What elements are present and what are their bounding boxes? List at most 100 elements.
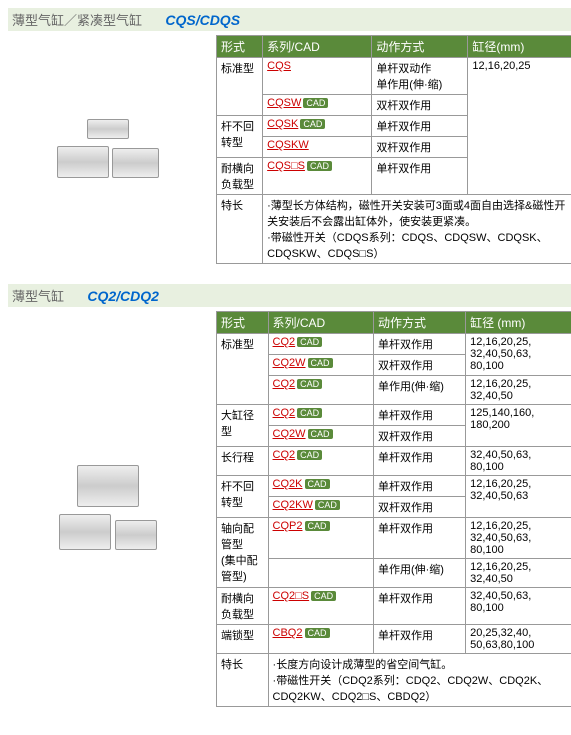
col-type: 形式: [217, 36, 263, 58]
cell-type: 标准型: [217, 58, 263, 116]
cell-series: CQS: [263, 58, 372, 95]
product-image: [8, 35, 208, 264]
cell-action: 单杆双作用: [372, 158, 468, 195]
cell-action: 双杆双作用: [372, 95, 468, 116]
cell-series: CQSKW: [263, 137, 372, 158]
section-model: CQS/CDQS: [165, 12, 240, 28]
cell-series: CQSKCAD: [263, 116, 372, 137]
cell-type: 轴向配管型 (集中配管型): [217, 518, 269, 588]
cell-action: 单杆双作用: [373, 405, 465, 426]
cell-series: CQ2CAD: [268, 447, 373, 476]
cad-badge[interactable]: CAD: [307, 161, 332, 171]
feat-text: ·薄型长方体结构，磁性开关安装可3面或4面自由选择&磁性开关安装后不会露出缸体外…: [263, 195, 571, 264]
cad-badge[interactable]: CAD: [300, 119, 325, 129]
spec-table-1: 形式 系列/CAD 动作方式 缸径(mm) 标准型 CQS 单杆双动作 单作用(…: [216, 35, 571, 264]
cell-series: CQP2CAD: [268, 518, 373, 559]
cell-series: CQ2□SCAD: [268, 588, 373, 625]
cell-action: 单杆双作用: [373, 334, 465, 355]
section-cqs: 薄型气缸／紧凑型气缸 CQS/CDQS 形式 系列/CAD 动作方式 缸径(mm…: [8, 8, 571, 264]
cad-badge[interactable]: CAD: [297, 450, 322, 460]
cad-badge[interactable]: CAD: [308, 358, 333, 368]
cad-badge[interactable]: CAD: [305, 479, 330, 489]
cell-type: 长行程: [217, 447, 269, 476]
series-link[interactable]: CQ2: [273, 449, 296, 461]
cell-action: 单杆双作用: [373, 518, 465, 559]
cad-badge[interactable]: CAD: [311, 591, 336, 601]
product-image: [8, 311, 208, 707]
series-link[interactable]: CQ2K: [273, 478, 303, 490]
cell-series: CQ2WCAD: [268, 355, 373, 376]
section-title: 薄型气缸: [12, 289, 64, 304]
cell-type: 大缸径型: [217, 405, 269, 447]
cell-action: 双杆双作用: [372, 137, 468, 158]
cell-series: CQ2CAD: [268, 405, 373, 426]
cell-bore: 12,16,20,25, 32,40,50: [466, 376, 571, 405]
cell-bore: 12,16,20,25, 32,40,50,63, 80,100: [466, 518, 571, 559]
cell-bore: 20,25,32,40, 50,63,80,100: [466, 625, 571, 654]
section-model: CQ2/CDQ2: [87, 288, 159, 304]
series-link[interactable]: CQ2□S: [273, 590, 310, 602]
cell-series: CBQ2CAD: [268, 625, 373, 654]
cell-series: CQS□SCAD: [263, 158, 372, 195]
cad-badge[interactable]: CAD: [303, 98, 328, 108]
cell-series: [268, 559, 373, 588]
spec-table-2: 形式 系列/CAD 动作方式 缸径 (mm) 标准型CQ2CAD单杆双作用12,…: [216, 311, 571, 707]
cad-badge[interactable]: CAD: [305, 521, 330, 531]
cell-series: CQSWCAD: [263, 95, 372, 116]
cell-series: CQ2KWCAD: [268, 497, 373, 518]
series-link[interactable]: CQSK: [267, 118, 298, 130]
col-action: 动作方式: [373, 312, 465, 334]
cad-badge[interactable]: CAD: [308, 429, 333, 439]
series-link[interactable]: CQ2: [273, 407, 296, 419]
cad-badge[interactable]: CAD: [297, 379, 322, 389]
series-link[interactable]: CQ2W: [273, 428, 306, 440]
cell-type: 标准型: [217, 334, 269, 405]
cell-action: 单杆双作用: [373, 476, 465, 497]
series-link[interactable]: CQP2: [273, 520, 303, 532]
series-link[interactable]: CBQ2: [273, 627, 303, 639]
feat-label: 特长: [217, 195, 263, 264]
cell-action: 单作用(伸·缩): [373, 559, 465, 588]
cell-series: CQ2KCAD: [268, 476, 373, 497]
series-link[interactable]: CQS□S: [267, 160, 305, 172]
cell-bore: 12,16,20,25, 32,40,50: [466, 559, 571, 588]
col-bore: 缸径 (mm): [466, 312, 571, 334]
series-link[interactable]: CQS: [267, 60, 291, 72]
cell-series: CQ2CAD: [268, 334, 373, 355]
col-series: 系列/CAD: [263, 36, 372, 58]
cad-badge[interactable]: CAD: [297, 337, 322, 347]
series-link[interactable]: CQ2W: [273, 357, 306, 369]
cad-badge[interactable]: CAD: [315, 500, 340, 510]
cell-action: 单杆双作用: [373, 625, 465, 654]
cell-action: 单杆双作用: [372, 116, 468, 137]
cell-type: 耐横向负载型: [217, 588, 269, 625]
col-bore: 缸径(mm): [468, 36, 571, 58]
cell-action: 单作用(伸·缩): [373, 376, 465, 405]
col-type: 形式: [217, 312, 269, 334]
series-link[interactable]: CQSKW: [267, 139, 309, 151]
cell-series: CQ2WCAD: [268, 426, 373, 447]
cell-bore: 12,16,20,25, 32,40,50,63: [466, 476, 571, 518]
cell-bore: 32,40,50,63, 80,100: [466, 447, 571, 476]
cell-action: 双杆双作用: [373, 497, 465, 518]
series-link[interactable]: CQSW: [267, 97, 301, 109]
cad-badge[interactable]: CAD: [305, 628, 330, 638]
col-action: 动作方式: [372, 36, 468, 58]
cell-type: 杆不回转型: [217, 476, 269, 518]
cad-badge[interactable]: CAD: [297, 408, 322, 418]
section-title: 薄型气缸／紧凑型气缸: [12, 13, 142, 28]
feat-text: ·长度方向设计成薄型的省空间气缸。 ·带磁性开关（CDQ2系列：CDQ2、CDQ…: [268, 654, 571, 707]
cell-action: 单杆双作用: [373, 447, 465, 476]
section-header: 薄型气缸／紧凑型气缸 CQS/CDQS: [8, 8, 571, 31]
cell-action: 双杆双作用: [373, 355, 465, 376]
section-header: 薄型气缸 CQ2/CDQ2: [8, 284, 571, 307]
cell-type: 杆不回转型: [217, 116, 263, 158]
col-series: 系列/CAD: [268, 312, 373, 334]
series-link[interactable]: CQ2: [273, 336, 296, 348]
cell-bore: 125,140,160, 180,200: [466, 405, 571, 447]
cell-action: 单杆双作用: [373, 588, 465, 625]
cell-bore: 32,40,50,63, 80,100: [466, 588, 571, 625]
section-cq2: 薄型气缸 CQ2/CDQ2 形式 系列/CAD 动作方式 缸径 (mm) 标准型…: [8, 284, 571, 707]
series-link[interactable]: CQ2KW: [273, 499, 313, 511]
series-link[interactable]: CQ2: [273, 378, 296, 390]
